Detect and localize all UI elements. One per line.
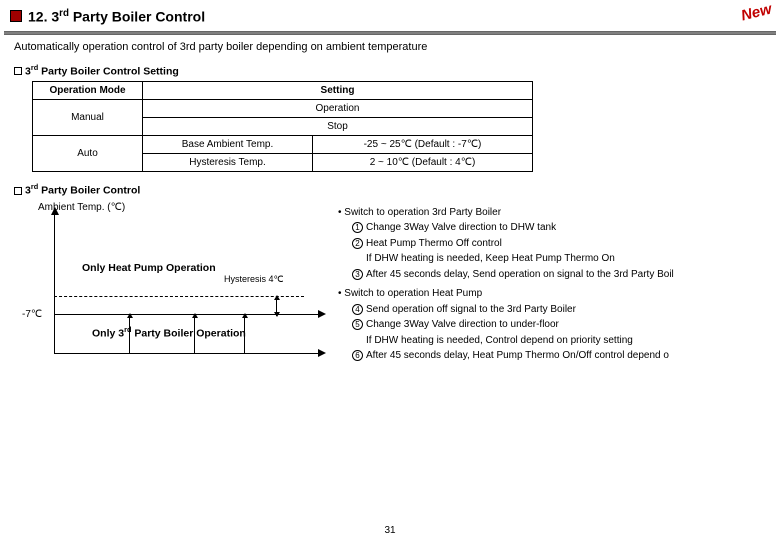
note-switch-boiler: • Switch to operation 3rd Party Boiler: [338, 205, 766, 221]
boiler-region-label: Only 3rd Party Boiler Operation: [92, 325, 246, 340]
cell-base-val: -25 ~ 25℃ (Default : -7℃): [313, 136, 533, 154]
divider: [4, 31, 776, 35]
th-mode: Operation Mode: [33, 82, 143, 100]
cell-operation: Operation: [143, 100, 533, 118]
header: 12. 3rd Party Boiler Control New: [0, 0, 780, 31]
mid-axis: [54, 314, 324, 315]
page-number: 31: [384, 525, 395, 536]
cell-hyst-val: 2 ~ 10℃ (Default : 4℃): [313, 154, 533, 172]
up-arrow-icon: [194, 314, 195, 354]
hysteresis-label: Hysteresis 4℃: [224, 274, 284, 285]
square-bullet-icon: [14, 187, 22, 195]
threshold-line: [54, 296, 304, 297]
note-4: 4Send operation off signal to the 3rd Pa…: [338, 302, 766, 318]
note-2: 2Heat Pump Thermo Off control: [338, 236, 766, 252]
up-arrow-icon: [244, 314, 245, 354]
note-dhw1: If DHW heating is needed, Keep Heat Pump…: [338, 251, 766, 267]
note-switch-hp: • Switch to operation Heat Pump: [338, 286, 766, 302]
hysteresis-arrow-icon: [276, 296, 277, 316]
note-dhw2: If DHW heating is needed, Control depend…: [338, 333, 766, 349]
section-heading-control: 3rd Party Boiler Control: [14, 182, 766, 197]
up-arrow-icon: [129, 314, 130, 354]
note-6: 6After 45 seconds delay, Heat Pump Therm…: [338, 348, 766, 364]
page-title: 12. 3rd Party Boiler Control: [28, 8, 205, 25]
cell-hyst-label: Hysteresis Temp.: [143, 154, 313, 172]
square-bullet-icon: [14, 67, 22, 75]
note-5: 5Change 3Way Valve direction to under-fl…: [338, 317, 766, 333]
th-setting: Setting: [143, 82, 533, 100]
subtitle: Automatically operation control of 3rd p…: [14, 41, 766, 53]
cell-base-label: Base Ambient Temp.: [143, 136, 313, 154]
y-axis: [54, 209, 55, 354]
notes-panel: • Switch to operation 3rd Party Boiler 1…: [334, 201, 766, 381]
section-heading-settings: 3rd Party Boiler Control Setting: [14, 63, 766, 78]
cell-auto: Auto: [33, 136, 143, 172]
note-3: 3After 45 seconds delay, Send operation …: [338, 267, 766, 283]
logo-icon: [10, 10, 22, 22]
cell-manual: Manual: [33, 100, 143, 136]
cell-stop: Stop: [143, 118, 533, 136]
control-diagram: Ambient Temp. (℃) -7℃ Only Heat Pump Ope…: [14, 201, 334, 381]
x-axis: [54, 353, 324, 354]
note-1: 1Change 3Way Valve direction to DHW tank: [338, 220, 766, 236]
new-badge: New: [740, 1, 774, 25]
settings-table: Operation Mode Setting Manual Operation …: [32, 81, 533, 172]
heat-pump-region-label: Only Heat Pump Operation: [82, 262, 216, 274]
minus7-label: -7℃: [22, 309, 42, 320]
